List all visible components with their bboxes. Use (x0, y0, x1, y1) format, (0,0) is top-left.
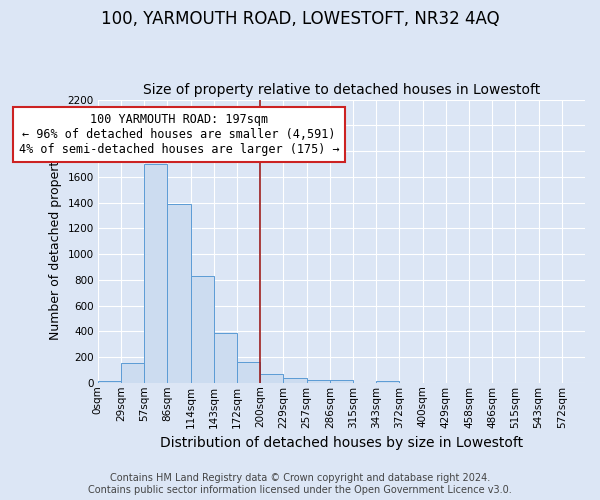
Text: Contains HM Land Registry data © Crown copyright and database right 2024.
Contai: Contains HM Land Registry data © Crown c… (88, 474, 512, 495)
Y-axis label: Number of detached properties: Number of detached properties (49, 142, 62, 340)
Bar (260, 374, 283, 383)
Text: 100 YARMOUTH ROAD: 197sqm
← 96% of detached houses are smaller (4,591)
4% of sem: 100 YARMOUTH ROAD: 197sqm ← 96% of detac… (19, 113, 340, 156)
Bar (307, 380, 330, 383)
Title: Size of property relative to detached houses in Lowestoft: Size of property relative to detached ho… (143, 83, 540, 97)
Bar (237, 362, 260, 383)
Bar (283, 378, 307, 383)
Text: 100, YARMOUTH ROAD, LOWESTOFT, NR32 4AQ: 100, YARMOUTH ROAD, LOWESTOFT, NR32 4AQ (101, 10, 499, 28)
X-axis label: Distribution of detached houses by size in Lowestoft: Distribution of detached houses by size … (160, 436, 523, 450)
Bar (167, 204, 191, 383)
Bar (144, 164, 167, 383)
Bar (98, 381, 121, 383)
Bar (191, 276, 214, 383)
Bar (330, 380, 353, 383)
Bar (376, 381, 400, 383)
Bar (214, 333, 237, 383)
Bar (121, 364, 144, 383)
